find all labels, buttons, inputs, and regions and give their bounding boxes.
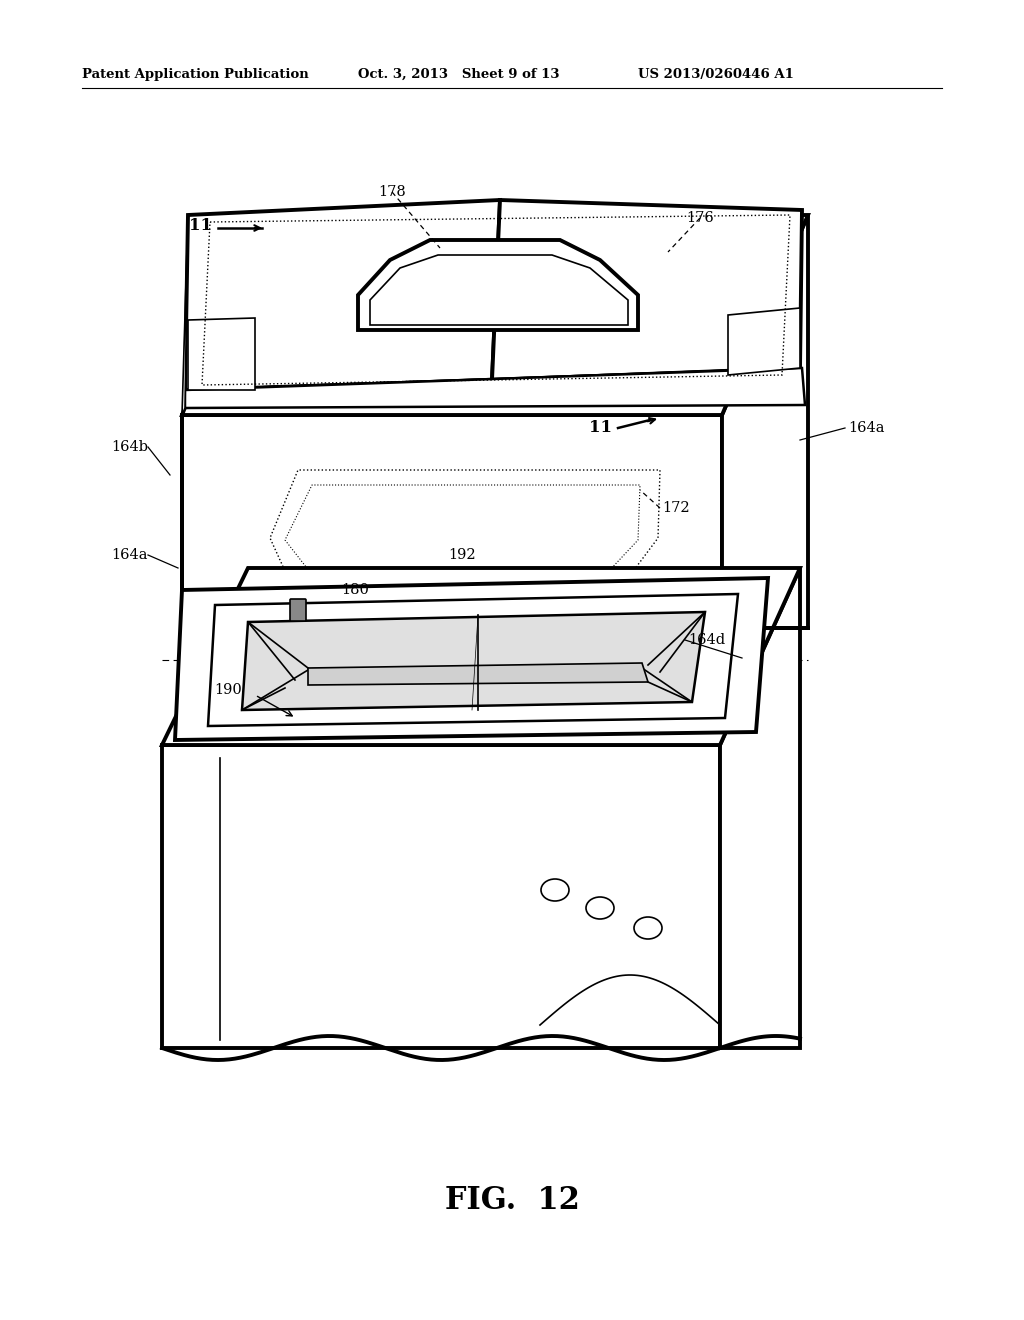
Polygon shape [162,568,800,744]
Text: 164a: 164a [848,421,885,436]
Text: 164b: 164b [111,440,148,454]
Polygon shape [188,318,255,389]
Polygon shape [370,255,628,325]
Text: US 2013/0260446 A1: US 2013/0260446 A1 [638,69,794,81]
Polygon shape [492,201,802,380]
Text: 11: 11 [589,420,612,437]
Polygon shape [722,215,808,628]
Polygon shape [208,594,738,726]
Text: 192: 192 [449,548,476,562]
Polygon shape [185,201,500,389]
Text: 164d: 164d [688,634,725,647]
Text: Oct. 3, 2013   Sheet 9 of 13: Oct. 3, 2013 Sheet 9 of 13 [358,69,559,81]
Text: Patent Application Publication: Patent Application Publication [82,69,309,81]
Text: 176: 176 [686,211,714,224]
Polygon shape [185,368,805,408]
Polygon shape [175,578,768,741]
Polygon shape [720,568,800,1048]
Polygon shape [182,215,808,414]
Text: 11: 11 [189,216,212,234]
Text: FIG.  12: FIG. 12 [444,1185,580,1216]
Polygon shape [182,215,188,414]
Text: 180: 180 [341,583,369,597]
Text: 190: 190 [214,682,242,697]
Polygon shape [242,612,705,710]
FancyBboxPatch shape [290,599,306,620]
Polygon shape [162,744,720,1048]
Polygon shape [182,414,722,628]
Polygon shape [728,308,800,375]
Text: 178: 178 [378,185,406,199]
Polygon shape [185,368,800,389]
Text: 172: 172 [662,502,689,515]
Polygon shape [308,663,648,685]
Text: 164a: 164a [112,548,148,562]
Polygon shape [358,240,638,330]
